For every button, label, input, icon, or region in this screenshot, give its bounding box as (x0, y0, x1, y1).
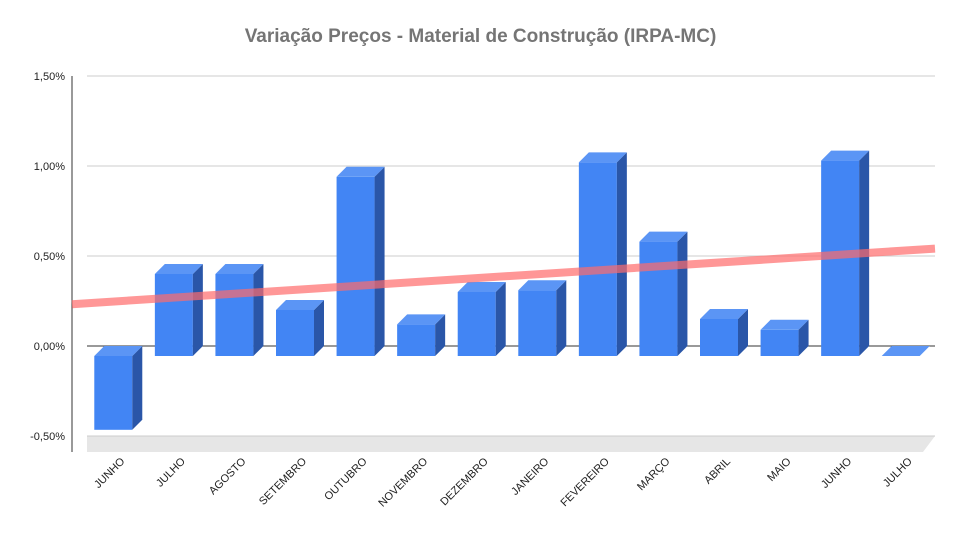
bar-side (192, 264, 203, 356)
bar-top (518, 280, 567, 291)
bar-top (700, 309, 748, 319)
x-tick-label: MARÇO (635, 455, 673, 493)
bar-top (457, 282, 506, 292)
bar-side (374, 166, 385, 356)
bar-front (518, 290, 557, 356)
x-tick-label: NOVEMBRO (376, 455, 430, 509)
bar-front (700, 319, 738, 356)
bar (154, 264, 203, 356)
bar (276, 300, 324, 356)
bar-top (154, 264, 203, 274)
bar-top (215, 264, 264, 274)
bar-side (132, 346, 143, 430)
bar-side (314, 300, 324, 356)
x-tick-label: MAIO (765, 455, 794, 484)
bar (336, 166, 385, 356)
x-tick-label: JULHO (154, 455, 188, 489)
x-tick-label: JUNHO (92, 455, 128, 491)
bar (639, 231, 688, 356)
bar (760, 319, 809, 356)
bar-front (760, 329, 799, 356)
y-tick-label: 0,50% (34, 251, 65, 263)
bar-side (738, 309, 748, 356)
bar-top (94, 346, 143, 356)
bar (518, 280, 567, 356)
bar-front (639, 241, 678, 356)
bar-side (556, 280, 567, 356)
bar-front (578, 162, 617, 356)
bar-front (276, 310, 314, 356)
bar-front (94, 356, 133, 430)
bar-top (397, 314, 446, 325)
bar-side (616, 152, 627, 356)
bar-side (798, 319, 809, 356)
x-tick-label: JUNHO (819, 455, 855, 491)
y-tick-label: 1,00% (34, 161, 65, 173)
bar-top (760, 319, 809, 330)
bar (457, 282, 506, 356)
y-tick-label: 1,50% (34, 71, 65, 83)
x-tick-label: FEVEREIRO (559, 455, 613, 509)
bar (397, 314, 446, 356)
bar-top (336, 166, 385, 177)
x-tick-label: OUTUBRO (322, 455, 370, 503)
bar-front (336, 176, 375, 356)
y-tick-label: 0,00% (34, 341, 65, 353)
bar (700, 309, 748, 356)
bar-top (578, 152, 627, 163)
bar-top (821, 150, 870, 161)
bar-front (215, 274, 254, 356)
bar-front (457, 292, 496, 356)
bar (215, 264, 264, 356)
bar-side (677, 231, 688, 356)
bar-front (154, 274, 193, 356)
x-tick-label: ABRIL (702, 456, 733, 487)
bar-top (881, 346, 930, 356)
chart-floor (87, 436, 935, 452)
bar-side (435, 314, 446, 356)
bar-side (253, 264, 264, 356)
x-tick-label: JANEIRO (509, 455, 552, 498)
bar (94, 346, 143, 430)
bar (578, 152, 627, 356)
x-tick-label: SETEMBRO (257, 455, 309, 507)
bar-front (397, 324, 436, 356)
x-tick-label: DEZEMBRO (438, 455, 491, 508)
y-tick-label: -0,50% (30, 431, 65, 443)
bar-top (639, 231, 688, 242)
chart-title: Variação Preços - Material de Construção… (244, 26, 717, 47)
x-tick-label: JULHO (881, 455, 915, 489)
bar-side (495, 282, 506, 356)
trendline (71, 244, 936, 309)
x-tick-label: AGOSTO (207, 455, 249, 497)
bar-top (276, 300, 324, 310)
